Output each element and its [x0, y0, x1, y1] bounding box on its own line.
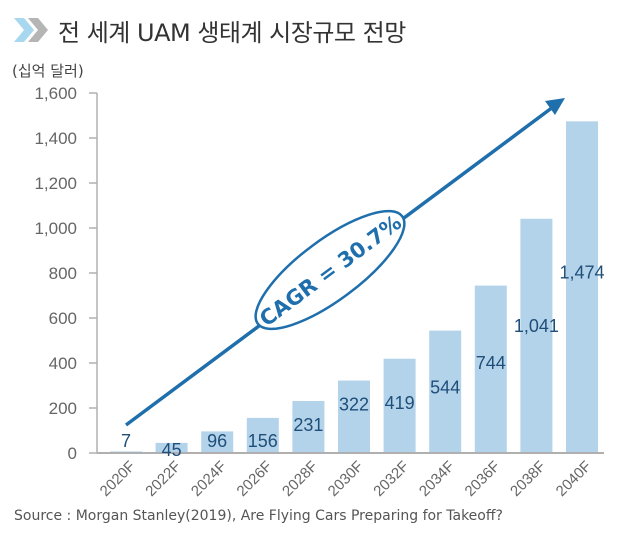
bar-2032F: [383, 358, 416, 453]
bar-2034F: [429, 330, 462, 453]
value-label-2040F: 1,474: [559, 263, 604, 283]
x-tick-label: 2026F: [234, 458, 276, 500]
y-tick-label: 1,000: [34, 219, 77, 238]
value-label-2038F: 1,041: [514, 316, 559, 336]
x-tick-label: 2024F: [188, 458, 230, 500]
value-label-2028F: 231: [293, 415, 323, 435]
title-row: 전 세계 UAM 생태계 시장규모 전망: [12, 12, 406, 48]
x-tick-label: 2038F: [507, 458, 549, 500]
x-tick-label: 2036F: [462, 458, 504, 500]
bar-2028F: [292, 401, 325, 453]
value-label-2030F: 322: [339, 395, 369, 415]
bar-2026F: [246, 417, 279, 453]
bar-2030F: [338, 380, 370, 453]
cagr-ellipse: [254, 209, 406, 331]
x-tick-label: 2034F: [416, 458, 458, 500]
value-label-2034F: 544: [430, 378, 460, 398]
y-tick-label: 0: [68, 444, 77, 463]
y-tick-label: 1,600: [34, 84, 77, 103]
y-tick-label: 800: [49, 264, 77, 283]
y-tick-label: 400: [49, 354, 77, 373]
y-tick-label: 200: [49, 399, 77, 418]
bar-2022F: [155, 442, 188, 453]
bar-2038F: [520, 218, 553, 453]
value-label-2022F: 45: [162, 440, 182, 460]
x-tick-label: 2028F: [279, 458, 321, 500]
y-axis: 0 200 400 600 800 1,000 1,200 1,400 1,600: [34, 84, 98, 463]
trend-arrowhead: [545, 98, 565, 115]
cagr-label: CAGR = 30.7%: [255, 210, 406, 331]
bar-2024F: [201, 431, 234, 453]
x-tick-label: 2032F: [370, 458, 412, 500]
value-label-2026F: 156: [248, 431, 278, 451]
x-tick-label: 2030F: [325, 458, 367, 500]
unit-label: (십억 달러): [12, 62, 84, 80]
value-label-2020F: 7: [121, 431, 131, 451]
x-axis: 2020F 2022F 2024F 2026F 2028F 2030F 2032F 2034F…: [97, 452, 604, 500]
source-note: Source : Morgan Stanley(2019), Are Flyin…: [14, 508, 503, 524]
y-tick-label: 1,200: [34, 174, 77, 193]
bar-2040F: [566, 121, 598, 453]
value-label-2024F: 96: [207, 431, 227, 451]
double-chevron-right-icon: [14, 18, 48, 42]
y-tick-label: 1,400: [34, 129, 77, 148]
bars: [110, 121, 598, 453]
y-tick-label: 600: [49, 309, 77, 328]
x-tick-label: 2040F: [553, 458, 595, 500]
x-tick-label: 2020F: [97, 458, 139, 500]
bar-2036F: [474, 285, 507, 453]
value-labels: 7 45 96 156 231 322 419 544 744 1,041 1,474: [121, 263, 605, 460]
x-tick-label: 2022F: [142, 458, 184, 500]
value-label-2036F: 744: [476, 353, 506, 373]
chart-title: 전 세계 UAM 생태계 시장규모 전망: [58, 18, 406, 47]
value-label-2032F: 419: [385, 393, 415, 413]
